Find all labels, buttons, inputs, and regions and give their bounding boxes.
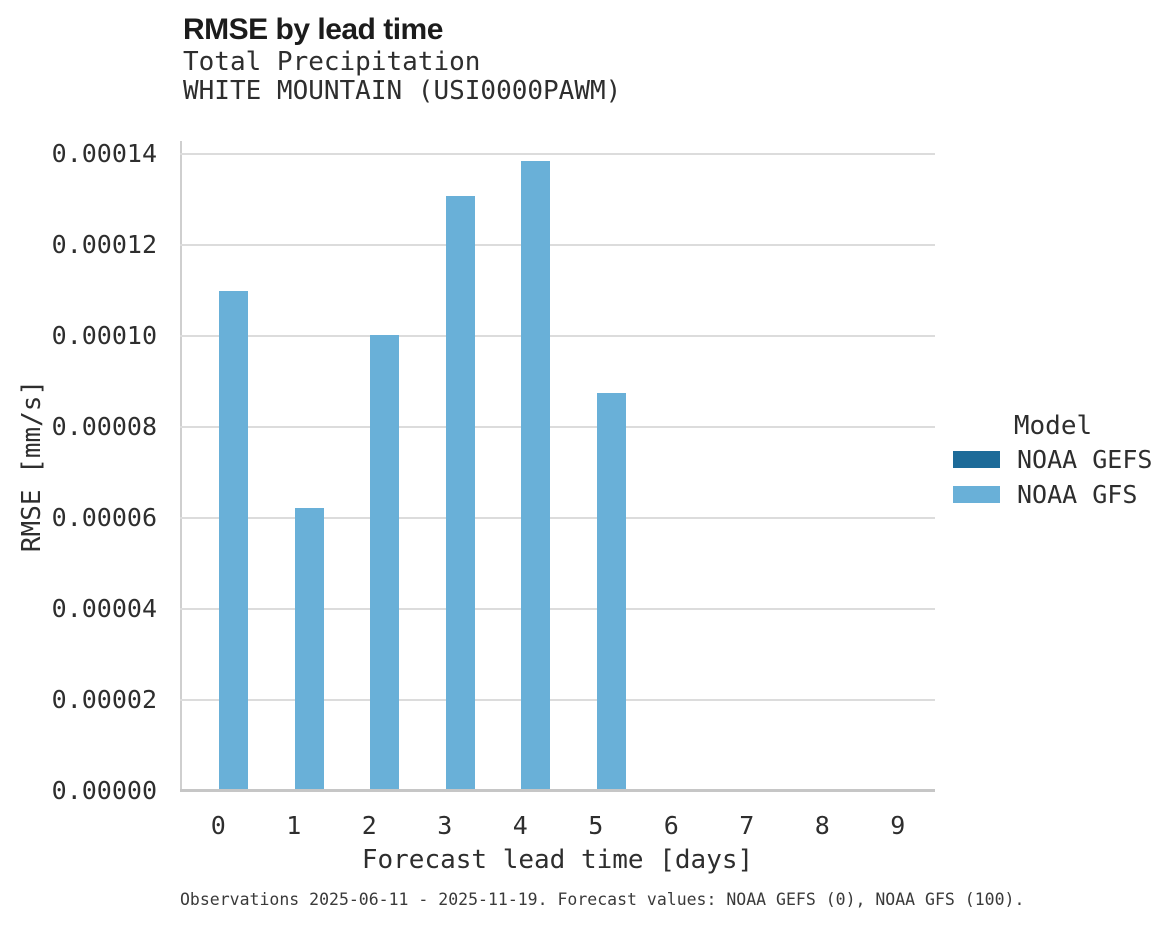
legend: Model NOAA GEFS NOAA GFS bbox=[953, 410, 1163, 512]
x-tick-label: 1 bbox=[286, 811, 302, 840]
plot-area bbox=[180, 141, 935, 792]
gridline bbox=[180, 517, 935, 519]
y-axis-line bbox=[180, 141, 182, 791]
gridline bbox=[180, 244, 935, 246]
legend-item: NOAA GFS bbox=[953, 477, 1163, 512]
y-tick-label: 0.00002 bbox=[51, 685, 157, 714]
legend-item-label: NOAA GEFS bbox=[1017, 445, 1153, 474]
x-tick-label: 2 bbox=[361, 811, 377, 840]
page-title: RMSE by lead time bbox=[183, 13, 443, 46]
footer-caption: Observations 2025-06-11 - 2025-11-19. Fo… bbox=[180, 890, 1025, 909]
bar-noaa-gfs-lead-4 bbox=[521, 161, 551, 789]
x-tick-label: 9 bbox=[890, 811, 906, 840]
bar-noaa-gfs-lead-1 bbox=[294, 508, 324, 789]
y-tick-label: 0.00010 bbox=[51, 321, 157, 350]
x-tick-label: 6 bbox=[663, 811, 679, 840]
x-axis-label: Forecast lead time [days] bbox=[361, 845, 754, 875]
bar-noaa-gfs-lead-0 bbox=[219, 291, 249, 789]
legend-swatch-noaa-gfs bbox=[953, 486, 1000, 503]
chart-header: RMSE by lead time Total Precipitation WH… bbox=[183, 12, 621, 106]
x-tick-label: 0 bbox=[210, 811, 226, 840]
gridline bbox=[180, 699, 935, 701]
y-tick-label: 0.00014 bbox=[51, 139, 157, 168]
x-tick-label: 4 bbox=[512, 811, 528, 840]
x-tick-label: 5 bbox=[588, 811, 604, 840]
bar-noaa-gfs-lead-2 bbox=[370, 335, 400, 789]
bar-noaa-gfs-lead-5 bbox=[596, 393, 626, 789]
y-tick-label: 0.00008 bbox=[51, 412, 157, 441]
legend-item: NOAA GEFS bbox=[953, 442, 1163, 477]
y-tick-label: 0.00006 bbox=[51, 503, 157, 532]
bar-noaa-gfs-lead-3 bbox=[445, 196, 475, 789]
legend-item-label: NOAA GFS bbox=[1017, 480, 1138, 509]
legend-swatch-noaa-gefs bbox=[953, 451, 1000, 468]
x-tick-label: 8 bbox=[814, 811, 830, 840]
subtitle-station: WHITE MOUNTAIN (USI0000PAWM) bbox=[183, 76, 622, 106]
y-axis-ticks: 0.00000 0.00002 0.00004 0.00006 0.00008 0.000… bbox=[0, 139, 157, 804]
gridline bbox=[180, 426, 935, 428]
gridline bbox=[180, 153, 935, 155]
x-tick-label: 3 bbox=[437, 811, 453, 840]
x-axis-line bbox=[180, 789, 935, 792]
y-tick-label: 0.00012 bbox=[51, 230, 157, 259]
gridline bbox=[180, 335, 935, 337]
x-tick-label: 7 bbox=[739, 811, 755, 840]
y-tick-label: 0.00004 bbox=[51, 594, 157, 623]
y-tick-label: 0.00000 bbox=[51, 776, 157, 805]
legend-title: Model bbox=[1013, 411, 1093, 441]
subtitle-variable: Total Precipitation bbox=[183, 47, 481, 77]
gridline bbox=[180, 608, 935, 610]
x-axis-ticks: 0 1 2 3 4 5 6 7 8 9 bbox=[180, 812, 935, 842]
